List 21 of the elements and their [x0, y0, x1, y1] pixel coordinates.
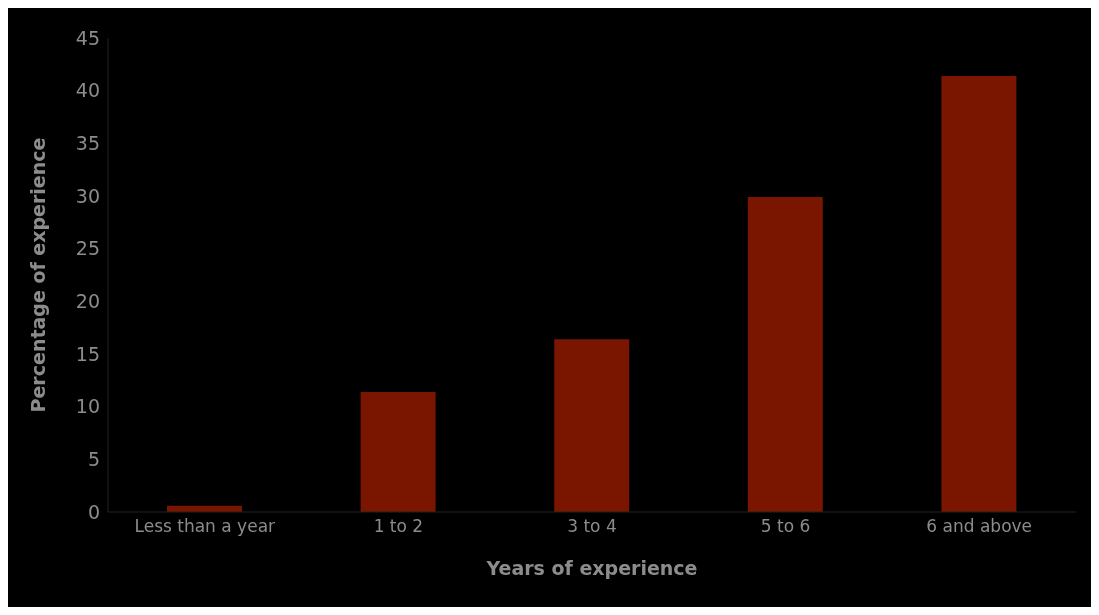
bar: [941, 75, 1017, 512]
y-tick-label: 5: [87, 448, 100, 471]
y-tick-label: 45: [75, 26, 100, 49]
x-tick-label: 5 to 6: [760, 516, 811, 537]
y-tick-label: 35: [75, 132, 100, 155]
x-axis-title: Years of experience: [485, 557, 698, 579]
x-tick-label: 6 and above: [926, 516, 1033, 537]
bar: [360, 391, 436, 512]
x-tick-label: Less than a year: [134, 516, 276, 537]
y-axis-title: Percentage of experience: [26, 137, 49, 413]
bar: [747, 197, 823, 512]
y-tick-label: 10: [75, 395, 100, 418]
y-tick-label: 25: [75, 237, 100, 260]
y-tick-label: 0: [87, 500, 100, 523]
x-tick-label: 1 to 2: [373, 516, 424, 537]
y-tick-label: 20: [75, 290, 100, 313]
bar: [554, 339, 630, 512]
y-tick-label: 40: [75, 79, 100, 102]
y-tick-label: 15: [75, 342, 100, 365]
x-tick-label: 3 to 4: [567, 516, 617, 537]
y-tick-label: 30: [75, 184, 100, 207]
